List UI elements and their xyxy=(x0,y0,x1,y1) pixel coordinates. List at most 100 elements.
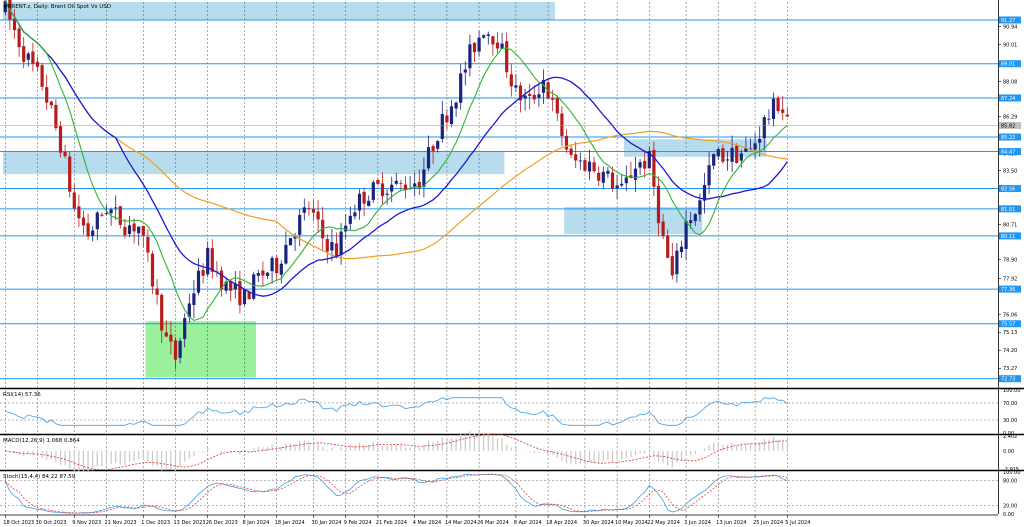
candle-body xyxy=(417,181,421,189)
candle-body xyxy=(91,230,95,236)
time-tick-label: 30 Oct 2023 xyxy=(36,520,67,526)
stoch-signal-line xyxy=(5,474,788,514)
candle-body xyxy=(684,221,688,249)
candle-body xyxy=(643,160,647,169)
candle-body xyxy=(293,236,297,239)
candle-body xyxy=(58,126,63,153)
candle-body xyxy=(495,42,500,49)
rsi-tick-label: 70.00 xyxy=(1003,401,1017,407)
candle-body xyxy=(758,138,762,143)
candle-body xyxy=(325,238,329,252)
price-tick-label: 83.50 xyxy=(1003,168,1017,174)
candle-body xyxy=(49,101,53,106)
time-tick-label: 5 Jul 2024 xyxy=(785,520,810,526)
stoch-tick-label: 100.00 xyxy=(1003,470,1021,476)
candle-body xyxy=(31,51,35,64)
candle-body xyxy=(17,28,21,48)
candle-body xyxy=(698,200,702,215)
candle-body xyxy=(753,143,757,150)
price-tick-label: 76.06 xyxy=(1003,312,1017,318)
candle-body xyxy=(201,270,205,276)
candle-body xyxy=(141,225,145,236)
candle-body xyxy=(3,0,7,13)
candle-body xyxy=(583,160,587,171)
candle-body xyxy=(638,162,642,168)
candle-body xyxy=(146,237,150,253)
candle-body xyxy=(233,283,237,290)
time-tick-label: 26 Mar 2024 xyxy=(477,520,509,526)
price-tick-label: 78.90 xyxy=(1003,257,1017,263)
time-tick-label: 4 Mar 2024 xyxy=(413,520,442,526)
candle-body xyxy=(702,185,707,201)
time-tick-label: 18 Oct 2023 xyxy=(3,520,34,526)
candle-body xyxy=(132,223,136,232)
candle-body xyxy=(725,159,730,161)
candle-body xyxy=(12,18,17,31)
candle-body xyxy=(468,44,472,69)
stoch-tick-label: 20.00 xyxy=(1003,504,1017,510)
time-tick-label: 21 Nov 2023 xyxy=(105,520,137,526)
candle-body xyxy=(459,73,463,103)
candle-body xyxy=(739,153,743,161)
candle-body xyxy=(472,42,477,53)
candle-body xyxy=(652,149,656,187)
sr-price-tag xyxy=(999,285,1021,293)
candle-body xyxy=(160,294,164,331)
macd-tick-label: -2.915 xyxy=(1003,467,1019,473)
candle-body xyxy=(541,80,546,93)
candle-body xyxy=(187,303,191,317)
candle-body xyxy=(647,151,651,169)
candle-body xyxy=(693,214,697,222)
candle-body xyxy=(574,154,578,161)
sr-price-tag xyxy=(999,320,1021,328)
candle-body xyxy=(334,243,339,258)
macd-signal-line xyxy=(5,433,788,470)
candle-body xyxy=(127,225,132,234)
candle-body xyxy=(173,340,178,360)
candle-body xyxy=(656,185,661,224)
candle-body xyxy=(169,334,173,342)
candle-body xyxy=(114,207,118,209)
candle-body xyxy=(569,148,573,155)
sr-price-tag xyxy=(999,205,1021,213)
stoch-title: Stoch(15,4,4) 84.22 87.59 xyxy=(3,474,76,480)
candle-body xyxy=(505,41,509,73)
candle-body xyxy=(348,215,352,224)
current-price-tag xyxy=(999,121,1021,129)
candle-body xyxy=(339,231,343,256)
candle-body xyxy=(302,207,306,213)
candle-body xyxy=(279,263,283,275)
price-tick-label: 75.13 xyxy=(1003,330,1017,336)
time-tick-label: 10 May 2024 xyxy=(615,520,648,526)
sr-price-label: 85.22 xyxy=(1001,135,1015,141)
candle-body xyxy=(537,94,541,98)
sr-price-tag xyxy=(999,16,1021,24)
time-tick-label: 9 Nov 2023 xyxy=(72,520,101,526)
candle-body xyxy=(196,270,201,293)
price-tick-label: 86.29 xyxy=(1003,114,1017,120)
rsi-tick-label: 30.00 xyxy=(1003,418,1017,424)
candle-body xyxy=(362,191,366,204)
candle-body xyxy=(376,180,380,184)
rsi-line xyxy=(5,397,788,426)
sr-price-label: 89.01 xyxy=(1001,62,1015,68)
time-tick-label: 30 Jan 2024 xyxy=(312,520,342,526)
candle-body xyxy=(781,109,785,113)
candle-body xyxy=(100,214,104,216)
candle-body xyxy=(399,183,403,184)
candle-body xyxy=(178,340,182,358)
time-tick-label: 26 Dec 2023 xyxy=(206,520,238,526)
candle-body xyxy=(735,145,739,163)
candle-body xyxy=(22,46,26,62)
candle-body xyxy=(26,53,30,60)
candle-body xyxy=(633,168,638,180)
candle-body xyxy=(247,291,251,300)
candle-body xyxy=(330,241,334,251)
candle-body xyxy=(380,183,385,197)
candle-body xyxy=(109,209,113,214)
candle-body xyxy=(118,206,122,225)
zone-upper-supply xyxy=(3,2,555,20)
sr-price-label: 87.24 xyxy=(1001,96,1015,102)
